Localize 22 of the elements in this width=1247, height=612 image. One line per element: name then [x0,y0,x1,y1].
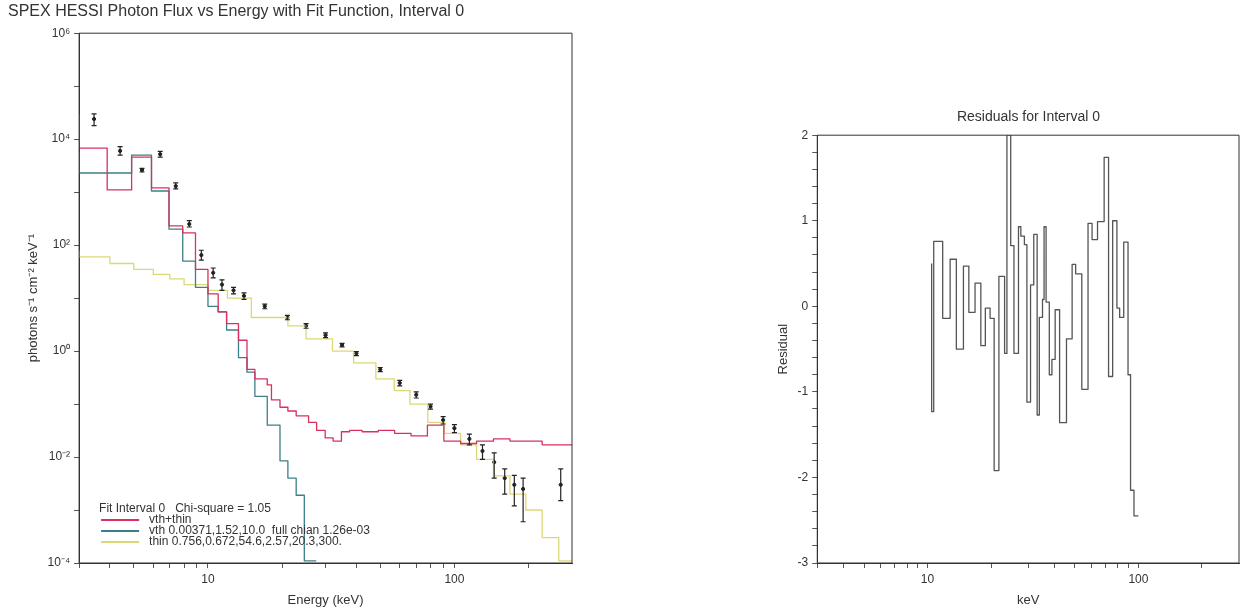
y-tick-label: -1 [797,384,809,399]
chart-title: SPEX HESSI Photon Flux vs Energy with Fit Function, Interval 0 [8,2,465,20]
chart-title: Residuals for Interval 0 [955,108,1102,124]
y-tick-label: 10⁰ [52,343,71,358]
y-tick-label: -2 [797,469,809,484]
y-tick-label: -3 [797,555,809,570]
x-tick-label: 100 [1128,571,1149,586]
y-tick-label: 10⁶ [51,25,71,40]
y-tick-label: 0 [801,298,809,313]
y-tick-label: 1 [801,213,809,228]
y-axis-title: photons s⁻¹ cm⁻² keV⁻¹ [25,233,41,363]
y-tick-label: 10² [52,237,71,252]
y-tick-label: 2 [801,127,809,142]
y-tick-label: 10⁻⁴ [47,555,71,570]
x-axis-title: Energy (keV) [287,591,364,607]
x-tick-label: 10 [920,571,935,586]
y-axis-title: Residual [775,323,791,375]
x-tick-label: 100 [444,571,465,586]
x-tick-label: 10 [201,571,215,586]
y-tick-label: 10⁴ [51,131,71,146]
y-tick-label: 10⁻² [48,449,71,464]
x-axis-title: keV [1016,591,1040,607]
